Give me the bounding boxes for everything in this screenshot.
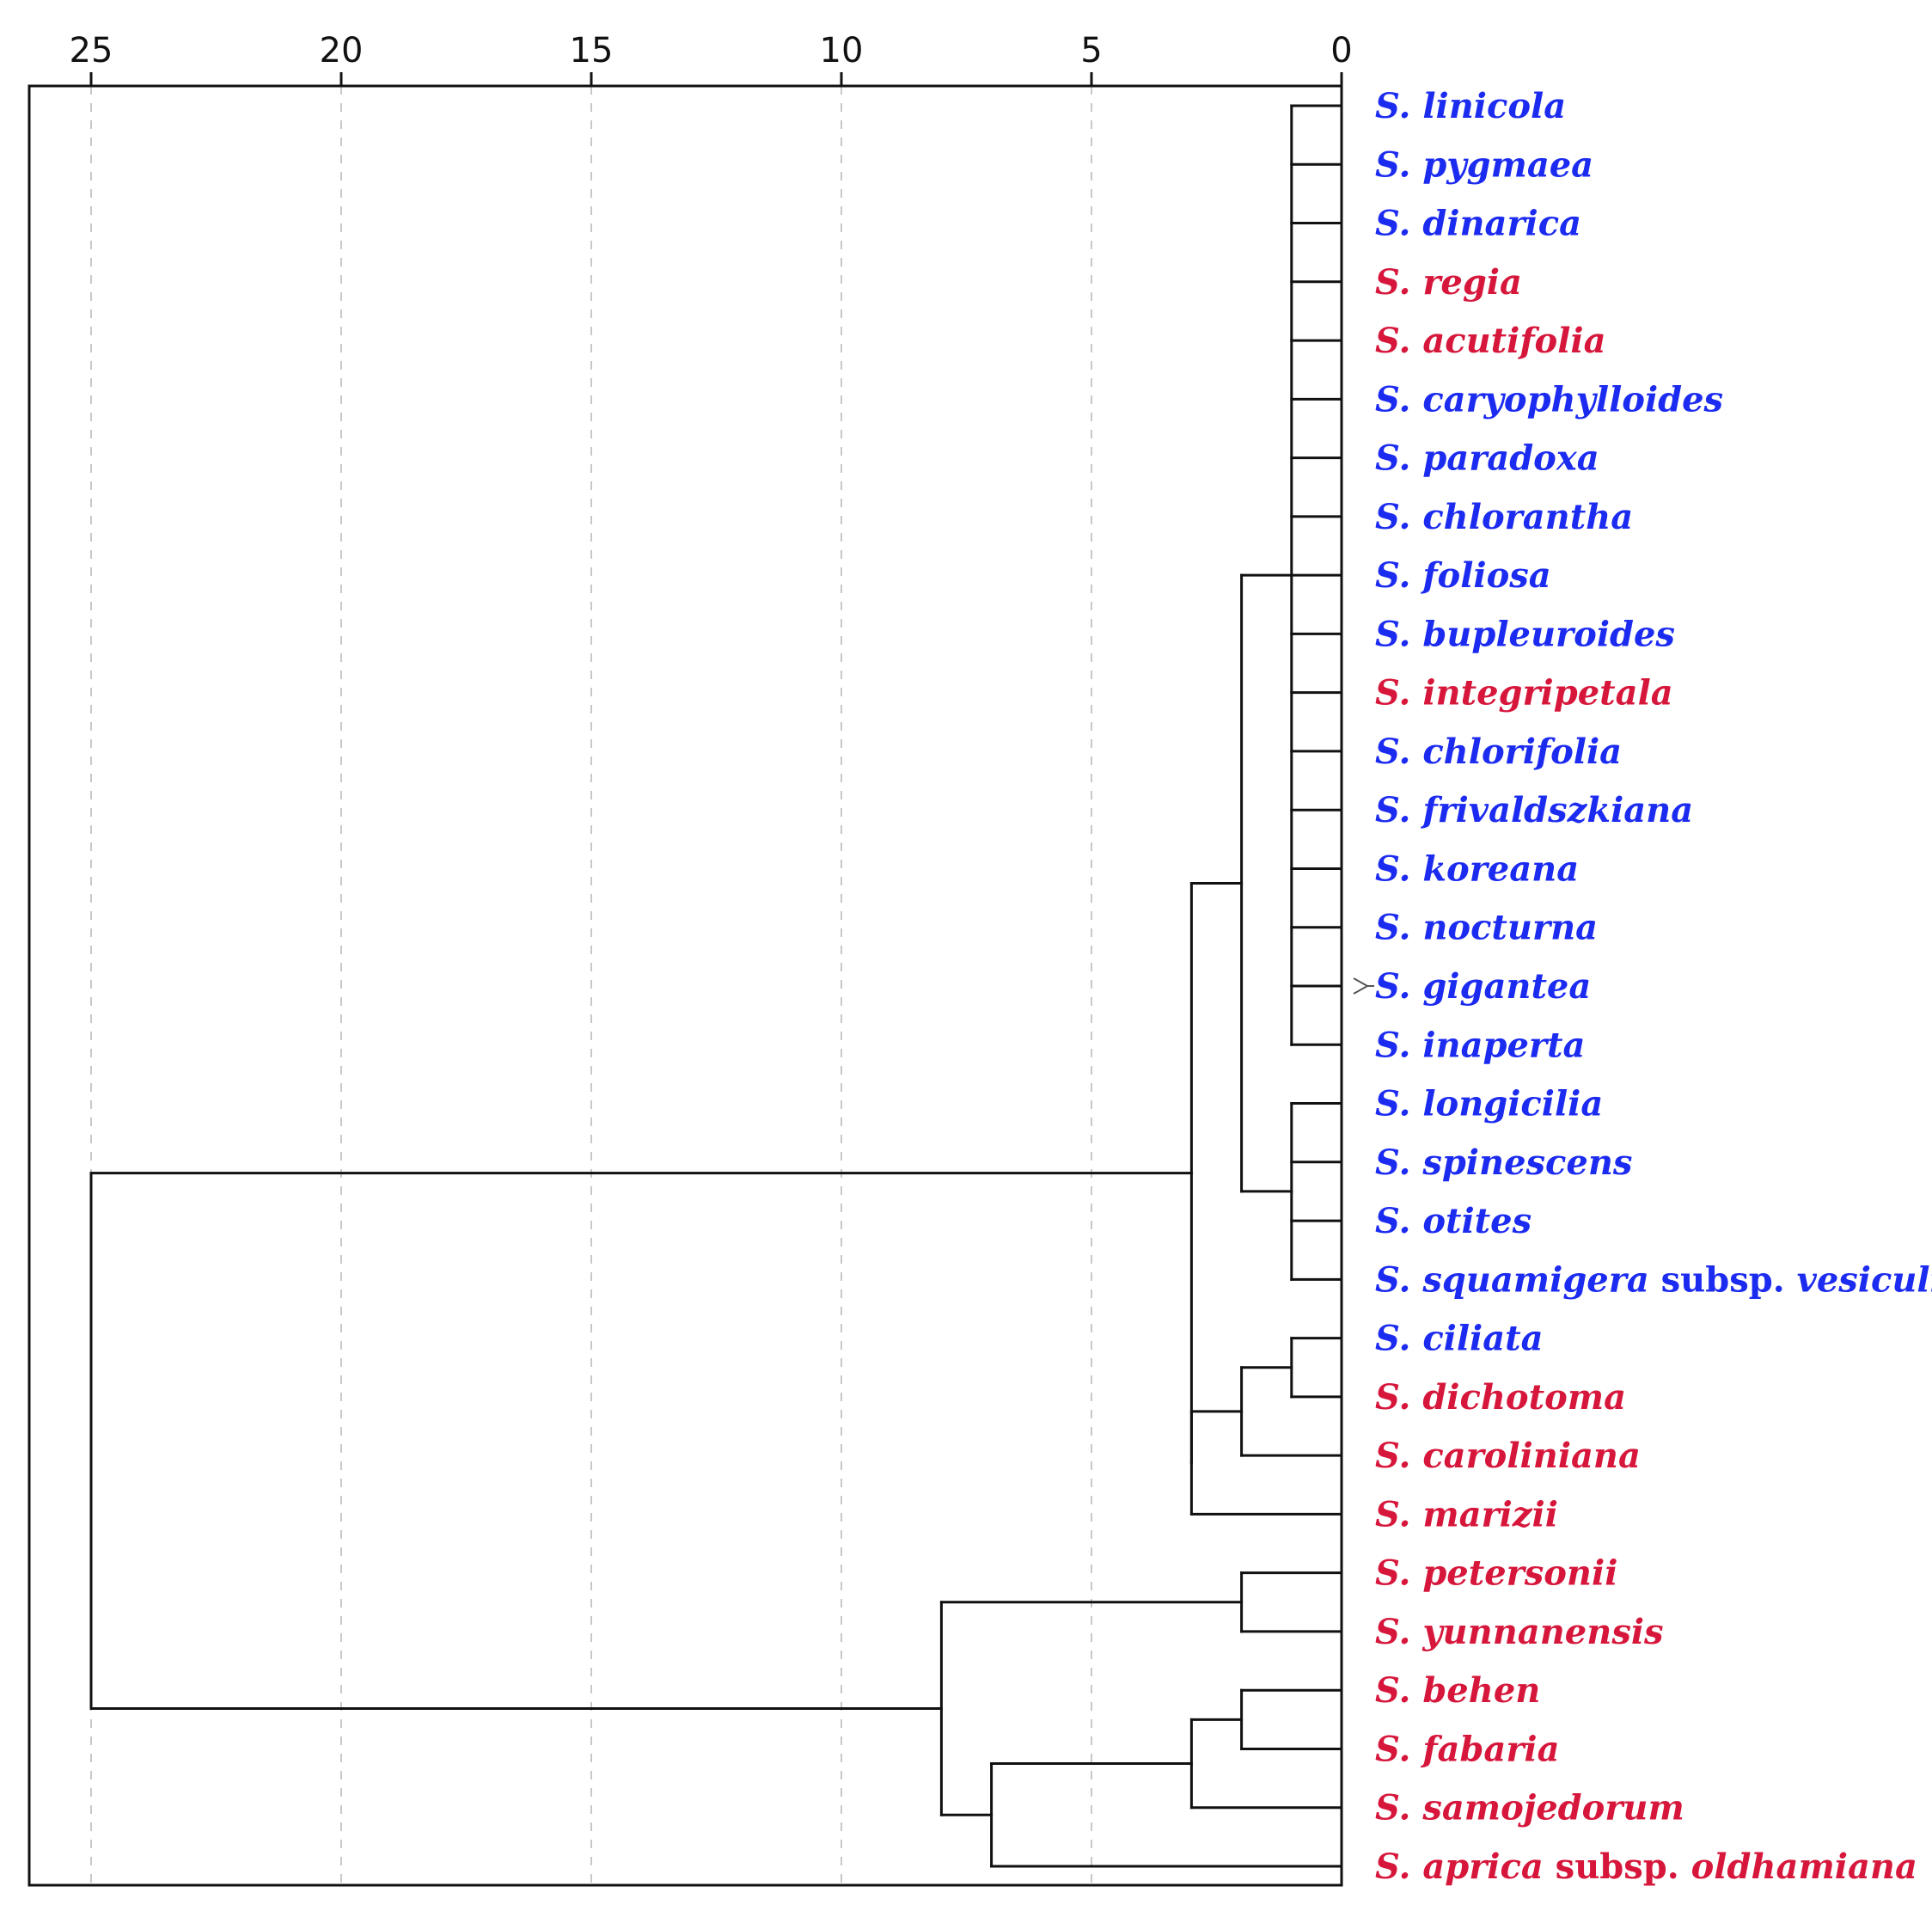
taxon-name: S. frivaldszkiana — [1375, 790, 1693, 830]
taxon-name: S. integripetala — [1375, 673, 1673, 714]
taxon-name: S. foliosa — [1375, 555, 1551, 596]
taxon-name: S. acutifolia — [1375, 321, 1606, 361]
leaf-label: S. linicola — [1375, 86, 1566, 126]
dendrogram-branches — [89, 104, 1343, 1868]
taxon-name: S. longicilia — [1375, 1084, 1603, 1124]
leaf-label: S. dichotoma — [1375, 1377, 1626, 1418]
taxon-name: S. spinescens — [1375, 1142, 1632, 1183]
leaf-label: S. petersonii — [1375, 1553, 1617, 1594]
taxon-name: S. ciliata — [1375, 1319, 1544, 1359]
leaf-label: S. caroliniana — [1375, 1436, 1641, 1476]
pointer-arrow-icon — [1353, 977, 1374, 995]
leaf-label: S. otites — [1375, 1201, 1532, 1241]
leaf-label: S. samojedorum — [1375, 1788, 1684, 1828]
taxon-name: S. yunnanensis — [1375, 1612, 1664, 1652]
taxon-name: S. dinarica — [1375, 204, 1581, 244]
rank-abbrev: subsp. — [1544, 1847, 1691, 1887]
leaf-label: S. spinescens — [1375, 1142, 1632, 1183]
taxon-name: oldhamiana — [1691, 1847, 1917, 1887]
taxon-name: S. paradoxa — [1375, 438, 1599, 479]
leaf-label: S. pygmaea — [1375, 144, 1593, 185]
leaf-label: S. nocturna — [1375, 908, 1598, 948]
x-axis-ticks: 25 20 15 10 5 0 — [70, 31, 1353, 86]
leaf-label: S. ciliata — [1375, 1319, 1544, 1359]
taxon-name: S. nocturna — [1375, 908, 1598, 948]
taxon-name: S. koreana — [1375, 848, 1579, 889]
taxon-name: S. otites — [1375, 1201, 1532, 1241]
tick-label-0: 0 — [1330, 31, 1352, 70]
leaf-label: S. bupleuroides — [1375, 614, 1675, 654]
leaf-label: S. marizii — [1375, 1494, 1558, 1534]
leaf-label: S. regia — [1375, 262, 1522, 303]
taxon-name: S. chlorantha — [1375, 497, 1633, 537]
taxon-name: S. fabaria — [1375, 1729, 1560, 1769]
tick-label-15: 15 — [570, 31, 614, 70]
taxon-name: S. caroliniana — [1375, 1436, 1641, 1476]
leaf-label: S. paradoxa — [1375, 438, 1599, 479]
taxon-name: S. samojedorum — [1375, 1788, 1684, 1828]
leaf-label: S. chlorifolia — [1375, 732, 1622, 772]
taxon-name: S. squamigera — [1375, 1259, 1649, 1300]
tick-label-20: 20 — [320, 31, 364, 70]
taxon-name: S. gigantea — [1375, 966, 1591, 1007]
taxon-name: vesiculifera — [1797, 1259, 1932, 1300]
leaf-label: S. caryophylloides — [1375, 379, 1723, 420]
taxon-name: S. linicola — [1375, 86, 1566, 126]
taxon-name: S. petersonii — [1375, 1553, 1617, 1594]
tick-label-5: 5 — [1080, 31, 1102, 70]
leaf-label: S. integripetala — [1375, 673, 1673, 714]
leaf-label: S. acutifolia — [1375, 321, 1606, 361]
leaf-label: S. dinarica — [1375, 204, 1581, 244]
leaf-label: S. squamigera subsp. vesiculifera — [1375, 1259, 1932, 1300]
taxon-name: S. caryophylloides — [1375, 379, 1723, 420]
leaf-label: S. behen — [1375, 1670, 1540, 1711]
taxon-name: S. behen — [1375, 1670, 1540, 1711]
tick-label-10: 10 — [820, 31, 864, 70]
leaf-labels: S. linicola S. pygmaea S. dinarica S. regia… — [1353, 86, 1932, 1887]
leaf-label: S. frivaldszkiana — [1375, 790, 1693, 830]
taxon-name: S. chlorifolia — [1375, 732, 1622, 772]
leaf-label: S. yunnanensis — [1375, 1612, 1664, 1652]
leaf-label: S. foliosa — [1375, 555, 1551, 596]
taxon-name: S. dichotoma — [1375, 1377, 1626, 1418]
leaf-label: S. chlorantha — [1375, 497, 1633, 537]
leaf-label: S. koreana — [1375, 848, 1579, 889]
tick-label-25: 25 — [70, 31, 113, 70]
taxon-name: S. marizii — [1375, 1494, 1558, 1534]
leaf-label: S. longicilia — [1375, 1084, 1603, 1124]
leaf-label: S. inaperta — [1375, 1025, 1585, 1065]
taxon-name: S. regia — [1375, 262, 1522, 303]
leaf-label: S. gigantea — [1375, 966, 1591, 1007]
rank-abbrev: subsp. — [1649, 1259, 1797, 1300]
taxon-name: S. aprica — [1375, 1847, 1544, 1887]
taxon-name: S. pygmaea — [1375, 144, 1593, 185]
plot-frame — [28, 84, 1343, 1887]
leaf-label: S. fabaria — [1375, 1729, 1560, 1769]
taxon-name: S. bupleuroides — [1375, 614, 1675, 654]
taxon-name: S. inaperta — [1375, 1025, 1585, 1065]
leaf-label: S. aprica subsp. oldhamiana — [1375, 1847, 1917, 1887]
